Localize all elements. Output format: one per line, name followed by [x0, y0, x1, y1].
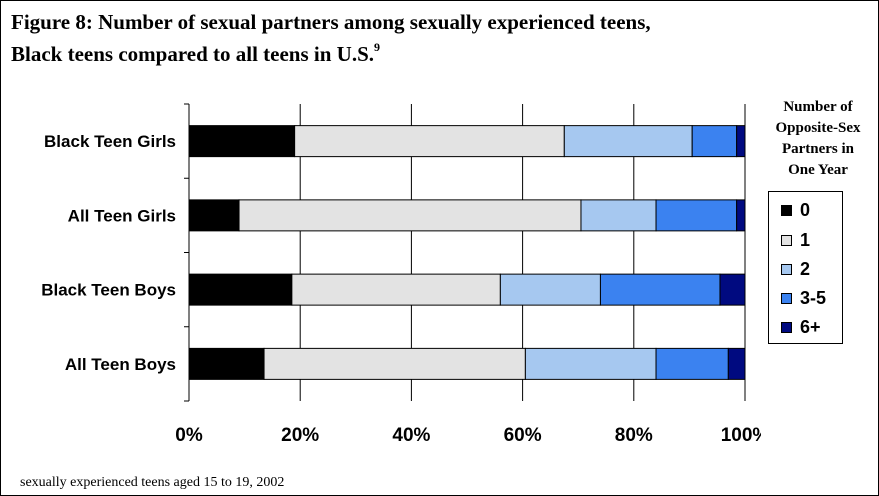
legend-label: 3-5 [800, 287, 827, 308]
stacked-bar-chart: Black Teen Girls All Teen Girls Black Teen… [41, 103, 761, 446]
legend-item-4: 6+ [781, 316, 821, 338]
bar-segment [188, 347, 265, 380]
x-tick-label: 60% [504, 425, 542, 446]
figure-title-line-2-text: Black teens compared to all teens in U.S… [11, 42, 375, 66]
figure-title-line-2: Black teens compared to all teens in U.S… [11, 40, 381, 67]
legend-label: 6+ [800, 316, 821, 337]
bar-segment [691, 125, 738, 158]
x-tick-label: 100% [721, 425, 761, 446]
bar-segment [655, 199, 738, 232]
legend-label: 0 [800, 199, 811, 220]
legend-title-line: Opposite-Sex [775, 120, 861, 136]
footnote-reference: 9 [374, 40, 381, 54]
legend-swatch [781, 234, 792, 246]
bar-segment [291, 273, 501, 306]
legend-item-0: 0 [781, 199, 810, 221]
legend-item-3: 3-5 [781, 287, 826, 309]
legend-swatch [781, 321, 792, 333]
bar-segment [580, 199, 657, 232]
legend-swatch [781, 292, 792, 304]
x-tick-label: 40% [392, 425, 430, 446]
bar-segment [499, 273, 601, 306]
legend-item-1: 1 [781, 229, 810, 251]
bar-segment [736, 125, 746, 158]
legend-item-2: 2 [781, 258, 810, 280]
legend-title-line: Partners in [781, 141, 855, 157]
bar-segment [719, 273, 746, 306]
bar-segment [294, 125, 565, 158]
legend-title: Number of Opposite-Sex Partners in One Y… [763, 97, 873, 181]
legend-swatch [781, 204, 792, 216]
legend-label: 1 [800, 229, 811, 250]
category-label: Black Teen Boys [41, 281, 176, 300]
legend-swatch [781, 263, 792, 275]
bar-segment [727, 347, 746, 380]
axis-labels: Black Teen Girls All Teen Girls Black Teen… [41, 132, 761, 446]
axes [184, 103, 190, 402]
legend-title-line: Number of [783, 99, 853, 115]
x-tick-label: 20% [281, 425, 319, 446]
bar-segment [563, 125, 693, 158]
x-tick-label: 80% [615, 425, 653, 446]
category-label: Black Teen Girls [44, 132, 176, 151]
bar-segment [599, 273, 721, 306]
figure-title-line-1: Figure 8: Number of sexual partners amon… [11, 10, 651, 34]
bar-segment [188, 199, 240, 232]
legend-title-line: One Year [788, 162, 848, 178]
legend-label: 2 [800, 258, 811, 279]
bar-segment [188, 273, 293, 306]
legend: 0 1 2 3-5 6+ [768, 191, 843, 344]
bar-segment [188, 125, 296, 158]
bar-segment [736, 199, 746, 232]
x-tick-label: 0% [175, 425, 203, 446]
category-label: All Teen Boys [65, 355, 176, 374]
bar-segment [655, 347, 729, 380]
bar-segment [524, 347, 657, 380]
bar-segment [238, 199, 582, 232]
category-label: All Teen Girls [68, 206, 176, 225]
bar-segment [263, 347, 526, 380]
bars [188, 125, 746, 380]
footnote: sexually experienced teens aged 15 to 19… [20, 475, 285, 490]
